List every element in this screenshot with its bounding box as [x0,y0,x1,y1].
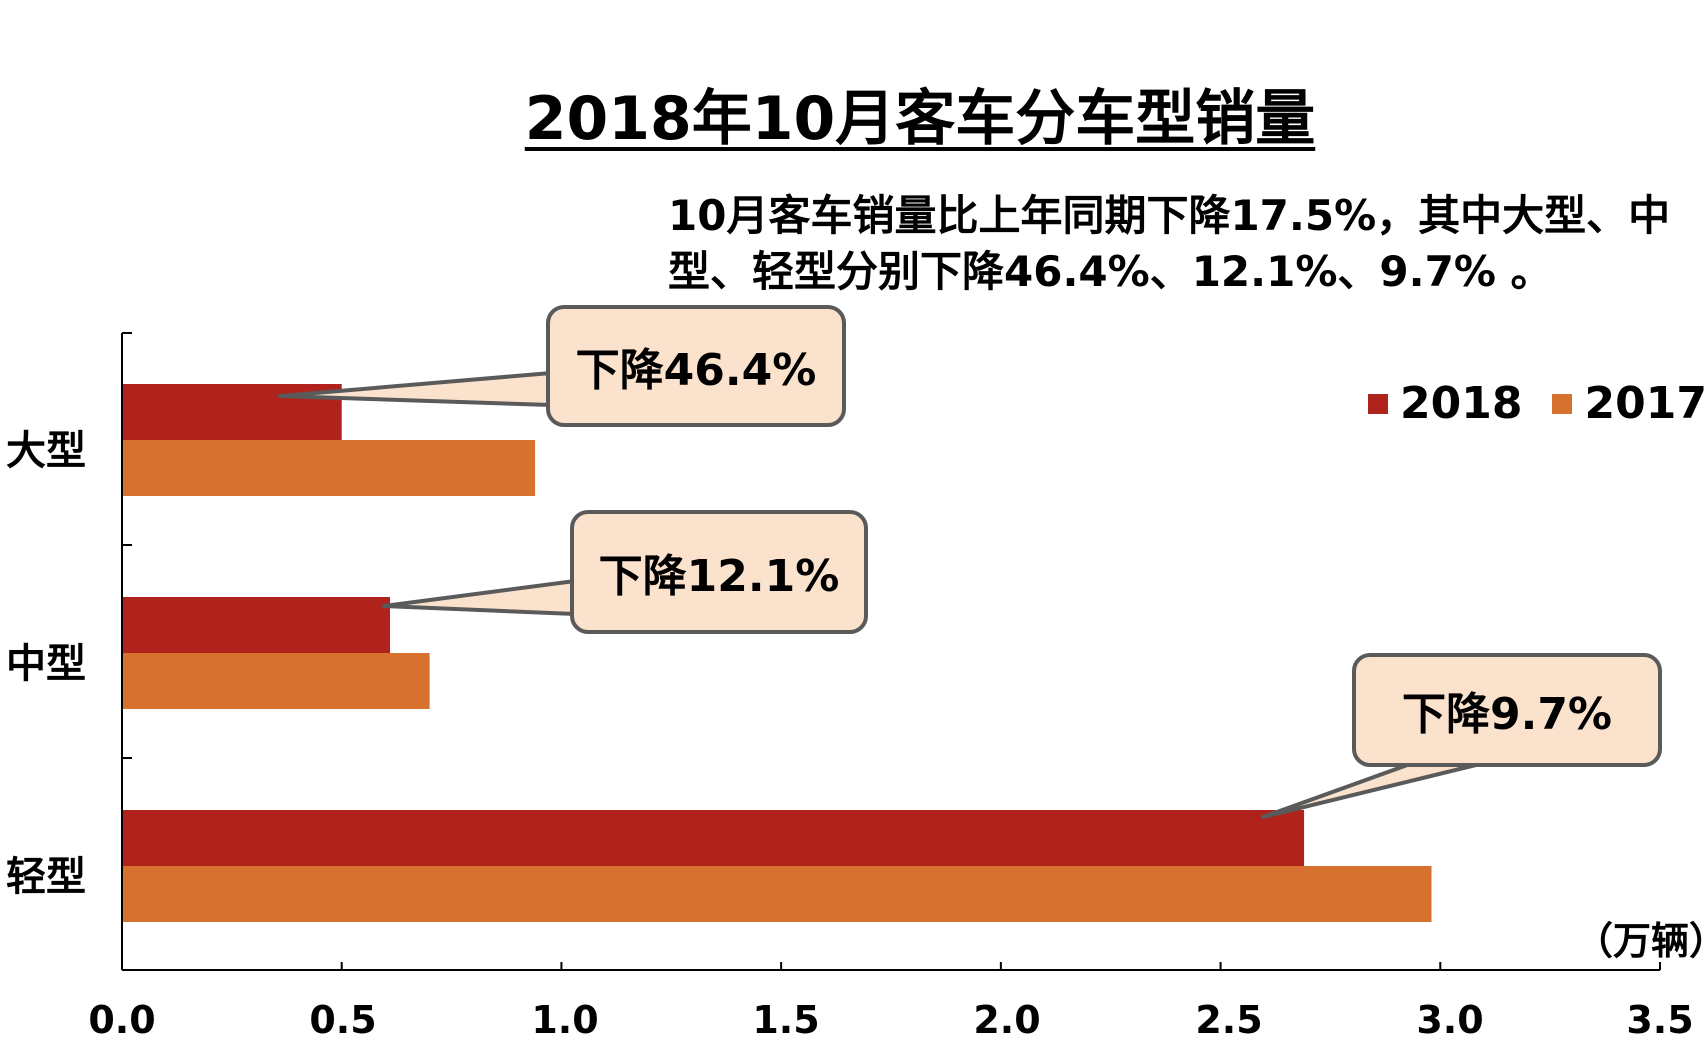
x-tick-label: 2.0 [973,998,1041,1042]
callout-large: 下降46.4% [546,305,846,427]
legend: 2018 2017 [1368,378,1706,429]
bar-2017-1 [122,653,430,709]
callout-pointer-2 [1261,762,1482,819]
category-label-light: 轻型 [6,854,86,900]
chart-title: 2018年10月客车分车型销量 [524,84,1316,154]
chart-subtitle: 10月客车销量比上年同期下降17.5%，其中大型、中型、轻型分别下降46.4%、… [668,191,1671,296]
callout-pointer-1 [382,579,577,616]
x-tick-label: 1.0 [531,998,599,1042]
legend-item-2018: 2018 [1368,378,1522,429]
bar-2017-2 [122,866,1432,922]
x-tick-label: 2.5 [1195,998,1263,1042]
x-tick-label: 0.5 [309,998,377,1042]
callout-light: 下降9.7% [1352,653,1662,767]
x-tick-label: 1.5 [752,998,820,1042]
bar-2017-0 [122,440,536,496]
category-label-medium: 中型 [6,641,86,687]
legend-item-2017: 2017 [1552,378,1706,429]
bar-2018-1 [122,597,391,653]
x-tick-label: 3.0 [1416,998,1484,1042]
x-tick-label: 3.5 [1626,998,1694,1042]
legend-swatch-2017 [1552,393,1573,414]
legend-label-2018: 2018 [1400,378,1523,429]
bar-2018-2 [122,810,1305,866]
category-label-large: 大型 [6,428,86,474]
unit-label: （万辆） [1575,919,1706,963]
legend-swatch-2018 [1368,393,1388,414]
x-tick-label: 0.0 [88,998,156,1042]
callout-medium: 下降12.1% [570,510,868,634]
legend-label-2017: 2017 [1584,378,1706,429]
